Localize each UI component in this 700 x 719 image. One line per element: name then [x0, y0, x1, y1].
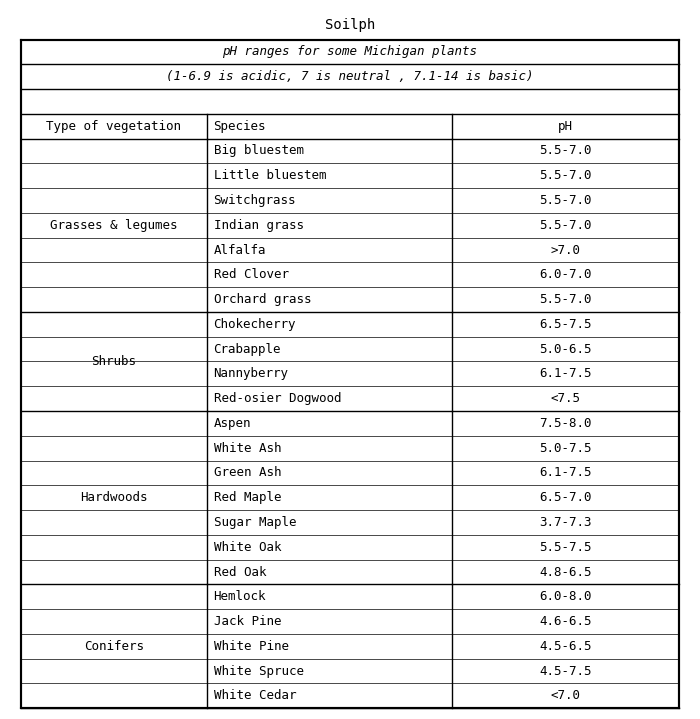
Text: White Oak: White Oak	[214, 541, 281, 554]
Text: 5.5-7.5: 5.5-7.5	[539, 541, 592, 554]
Text: White Ash: White Ash	[214, 441, 281, 454]
Text: 6.5-7.0: 6.5-7.0	[539, 491, 592, 504]
Text: Big bluestem: Big bluestem	[214, 145, 304, 157]
Text: 6.0-8.0: 6.0-8.0	[539, 590, 592, 603]
Text: Red Maple: Red Maple	[214, 491, 281, 504]
Text: Switchgrass: Switchgrass	[214, 194, 296, 207]
Text: Alfalfa: Alfalfa	[214, 244, 266, 257]
Text: pH ranges for some Michigan plants: pH ranges for some Michigan plants	[223, 45, 477, 58]
Text: Conifers: Conifers	[84, 640, 144, 653]
Text: 5.5-7.0: 5.5-7.0	[539, 169, 592, 182]
Text: Nannyberry: Nannyberry	[214, 367, 288, 380]
Text: Type of vegetation: Type of vegetation	[46, 120, 181, 133]
Text: Green Ash: Green Ash	[214, 467, 281, 480]
Text: 4.8-6.5: 4.8-6.5	[539, 566, 592, 579]
Text: Shrubs: Shrubs	[91, 355, 136, 368]
Text: 5.5-7.0: 5.5-7.0	[539, 293, 592, 306]
Text: Species: Species	[214, 120, 266, 133]
Text: Grasses & legumes: Grasses & legumes	[50, 219, 178, 232]
Text: Hemlock: Hemlock	[214, 590, 266, 603]
Text: Hardwoods: Hardwoods	[80, 491, 148, 504]
Text: 5.5-7.0: 5.5-7.0	[539, 219, 592, 232]
Text: 6.5-7.5: 6.5-7.5	[539, 318, 592, 331]
Text: Jack Pine: Jack Pine	[214, 615, 281, 628]
Text: Chokecherry: Chokecherry	[214, 318, 296, 331]
Text: 5.5-7.0: 5.5-7.0	[539, 145, 592, 157]
Text: Little bluestem: Little bluestem	[214, 169, 326, 182]
Text: Red-osier Dogwood: Red-osier Dogwood	[214, 392, 341, 405]
Text: 6.1-7.5: 6.1-7.5	[539, 467, 592, 480]
Text: Red Clover: Red Clover	[214, 268, 288, 281]
Text: 3.7-7.3: 3.7-7.3	[539, 516, 592, 529]
Text: Sugar Maple: Sugar Maple	[214, 516, 296, 529]
Text: White Spruce: White Spruce	[214, 664, 304, 677]
Text: 4.5-7.5: 4.5-7.5	[539, 664, 592, 677]
Text: >7.0: >7.0	[550, 244, 580, 257]
Text: 7.5-8.0: 7.5-8.0	[539, 417, 592, 430]
Text: pH: pH	[558, 120, 573, 133]
Text: 4.5-6.5: 4.5-6.5	[539, 640, 592, 653]
Text: (1-6.9 is acidic, 7 is neutral , 7.1-14 is basic): (1-6.9 is acidic, 7 is neutral , 7.1-14 …	[167, 70, 533, 83]
Text: Orchard grass: Orchard grass	[214, 293, 311, 306]
Text: 6.1-7.5: 6.1-7.5	[539, 367, 592, 380]
Text: Soilph: Soilph	[325, 18, 375, 32]
Text: 6.0-7.0: 6.0-7.0	[539, 268, 592, 281]
Text: 5.5-7.0: 5.5-7.0	[539, 194, 592, 207]
Text: Aspen: Aspen	[214, 417, 251, 430]
Text: Red Oak: Red Oak	[214, 566, 266, 579]
Text: 5.0-6.5: 5.0-6.5	[539, 343, 592, 356]
Text: 5.0-7.5: 5.0-7.5	[539, 441, 592, 454]
Text: 4.6-6.5: 4.6-6.5	[539, 615, 592, 628]
Text: White Cedar: White Cedar	[214, 690, 296, 702]
FancyBboxPatch shape	[21, 40, 679, 708]
Text: <7.5: <7.5	[550, 392, 580, 405]
Text: Indian grass: Indian grass	[214, 219, 304, 232]
Text: Crabapple: Crabapple	[214, 343, 281, 356]
Text: <7.0: <7.0	[550, 690, 580, 702]
Text: White Pine: White Pine	[214, 640, 288, 653]
